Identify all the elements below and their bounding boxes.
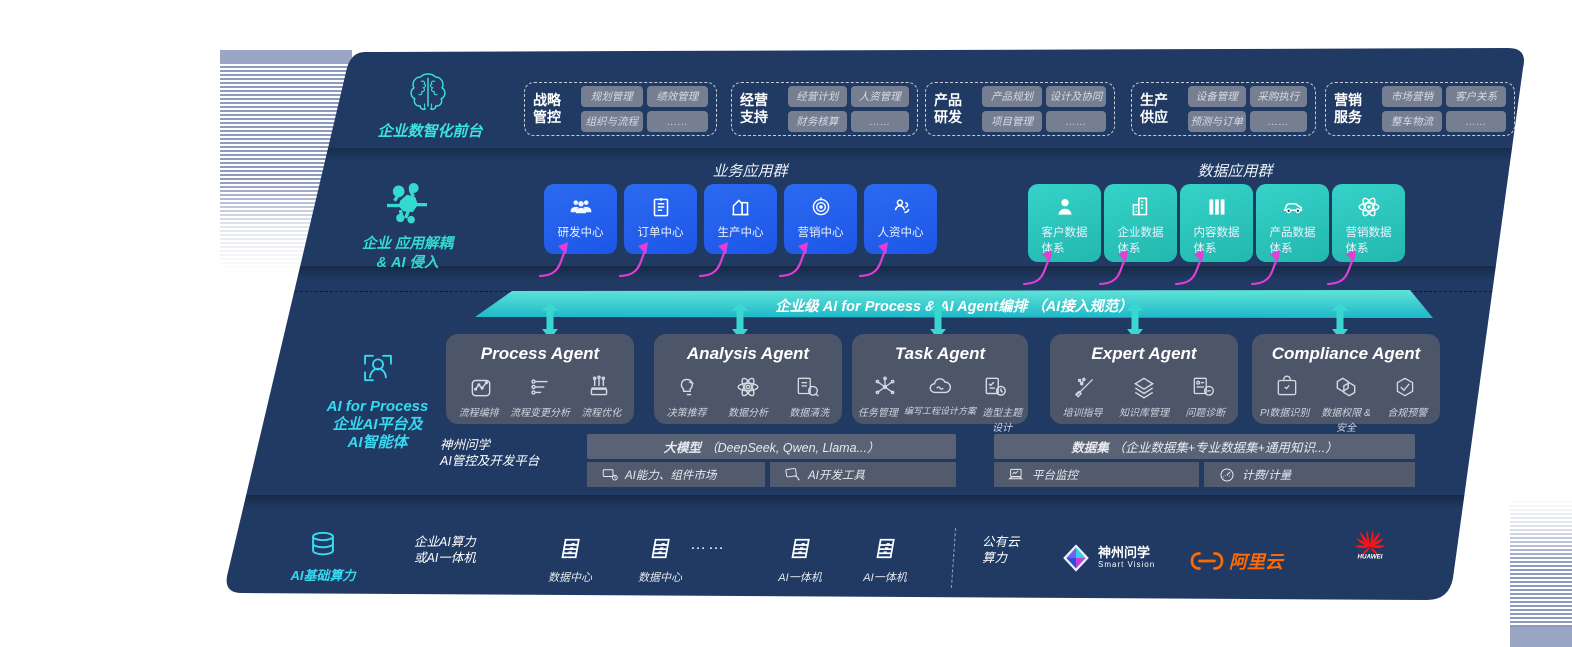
svg-text:HUAWEI: HUAWEI <box>1358 553 1383 560</box>
